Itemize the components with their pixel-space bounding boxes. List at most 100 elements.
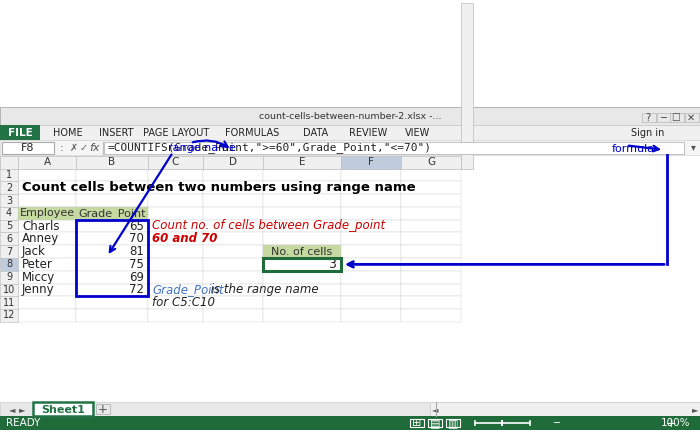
Text: for C5:C10: for C5:C10 [152,296,215,309]
Bar [0,169,18,181]
Bar [263,283,341,296]
Text: B: B [108,157,116,167]
Text: ?: ? [645,113,650,123]
Bar [203,181,263,194]
Text: D: D [229,157,237,167]
Bar [430,402,700,417]
Bar [0,181,18,194]
Bar [203,220,263,233]
Text: +: + [666,417,676,430]
Text: is the range name: is the range name [207,283,318,296]
Text: HOME: HOME [53,128,83,138]
Bar [341,283,401,296]
Text: Sign in: Sign in [631,128,665,138]
Bar [18,296,76,309]
Bar [0,296,18,309]
Text: Count cells between two numbers using range name: Count cells between two numbers using ra… [22,181,416,194]
Bar [148,169,203,181]
Text: 100%: 100% [661,418,690,428]
Bar [341,271,401,283]
Bar [401,271,461,283]
Text: ▤: ▤ [430,418,440,428]
Text: G: G [427,157,435,167]
Text: formula: formula [612,144,655,154]
Text: 10: 10 [3,285,15,295]
Bar [263,258,341,271]
Text: ─: ─ [660,113,666,123]
Bar [263,194,341,207]
Text: +: + [98,403,108,416]
Bar [0,245,18,258]
Bar [263,245,341,258]
Bar [401,283,461,296]
Text: Sheet1: Sheet1 [41,405,85,415]
Text: 8: 8 [6,259,12,269]
Bar [263,309,341,322]
Bar [685,113,699,122]
Bar [18,207,76,220]
Text: FILE: FILE [8,128,32,138]
Bar [0,283,18,296]
Text: 4: 4 [6,208,12,218]
Bar [341,245,401,258]
Bar [0,207,18,220]
Bar [33,402,93,417]
Bar [341,220,401,233]
Text: 72: 72 [129,283,144,296]
Text: ◄: ◄ [8,405,15,414]
Text: 3: 3 [328,258,336,271]
Bar [401,245,461,258]
Bar [0,220,18,233]
Bar [0,245,18,258]
Bar [18,283,76,296]
Bar [0,207,18,220]
Bar [0,296,18,309]
Bar [341,194,401,207]
Bar [18,194,76,207]
Bar [18,245,76,258]
Bar [401,258,461,271]
Bar [0,181,18,194]
Bar [0,417,700,430]
Bar [401,296,461,309]
Bar [410,419,424,427]
Bar [401,233,461,245]
Text: Count no. of cells between Grade_point: Count no. of cells between Grade_point [152,219,385,232]
Bar [148,296,203,309]
Bar [0,194,18,207]
Bar [76,169,148,181]
Bar [203,283,263,296]
Text: ✕: ✕ [687,113,695,123]
Text: Jenny: Jenny [22,283,55,296]
Bar [76,194,148,207]
Text: ►: ► [692,405,699,414]
Text: E: E [299,157,305,167]
Text: F8: F8 [21,143,35,153]
Text: 9: 9 [6,272,12,282]
Bar [263,220,341,233]
Text: 11: 11 [3,298,15,308]
Text: ►: ► [19,405,25,414]
Text: READY: READY [6,418,41,428]
Bar [203,207,263,220]
Bar [76,258,148,271]
Text: 3: 3 [6,196,12,206]
Text: Jack: Jack [22,245,46,258]
Bar [461,3,473,169]
Bar [341,233,401,245]
Bar [0,283,18,296]
Bar [0,140,700,155]
Text: ◄: ◄ [432,405,438,414]
Text: VIEW: VIEW [405,128,430,138]
Text: Anney: Anney [22,232,60,246]
Bar [203,233,263,245]
Bar [18,258,76,271]
Bar [76,245,148,258]
Bar [263,271,341,283]
Bar [76,207,148,220]
Bar [0,125,700,140]
Bar [341,169,401,181]
Bar [263,181,341,194]
Text: ✓: ✓ [80,143,88,153]
Bar [0,258,18,271]
